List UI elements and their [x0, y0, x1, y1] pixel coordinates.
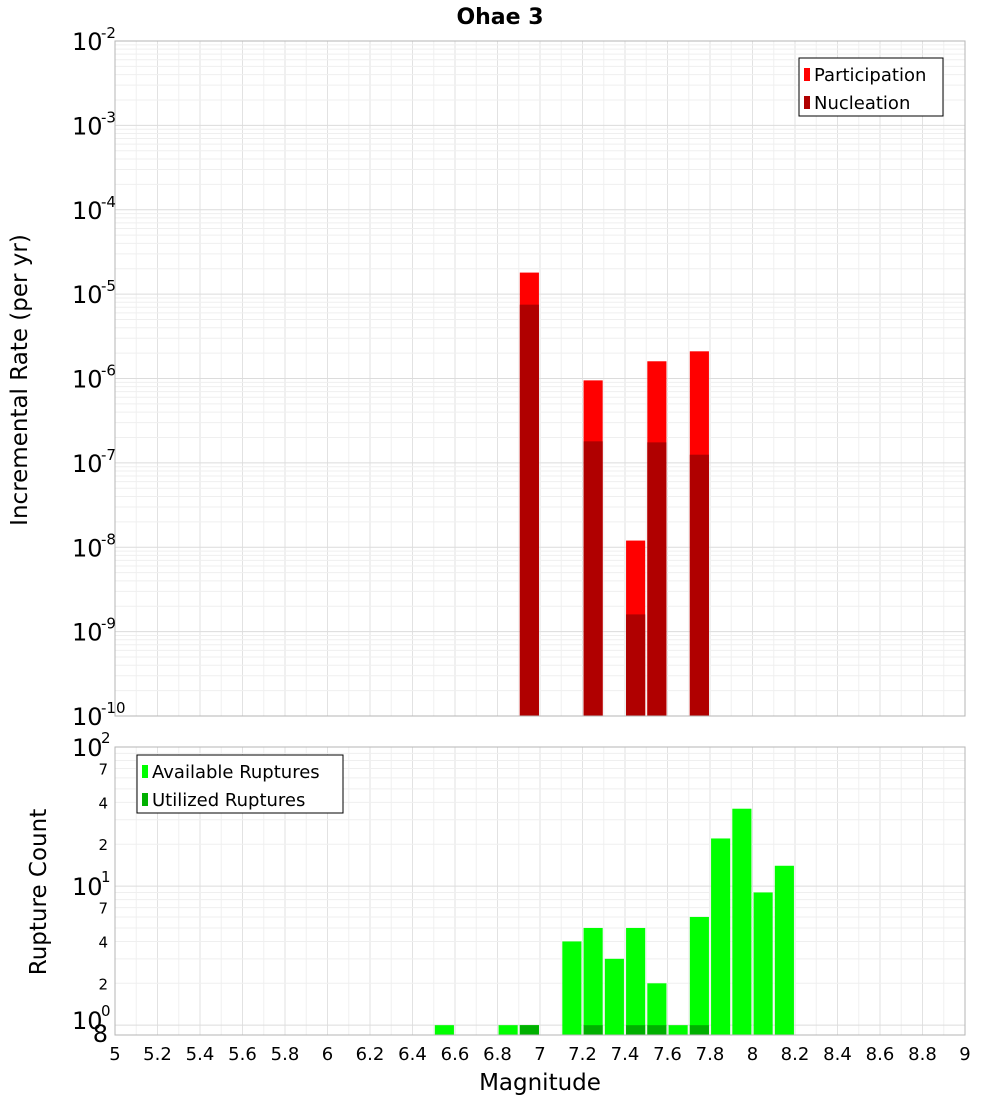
legend-bottom-swatch: [142, 765, 148, 778]
x-tick-label: 7.2: [568, 1044, 597, 1065]
legend-bottom: [136, 754, 344, 814]
y-tick-label: 10: [72, 703, 103, 731]
count-series-0-bar: [434, 1025, 454, 1035]
y-tick-label-exponent: -10: [101, 699, 126, 717]
legend-top-swatch: [804, 96, 810, 109]
y-tick-label: 10: [72, 873, 103, 901]
count-series-0-bar: [711, 838, 731, 1035]
x-tick-label: 8.2: [781, 1044, 810, 1065]
legend-bottom-entry: Available Ruptures: [152, 762, 320, 783]
count-series-0-bar: [604, 958, 624, 1035]
y-tick-label-exponent: 1: [101, 868, 111, 886]
x-tick-label: 8.6: [866, 1044, 895, 1065]
rate-series-1-bar: [519, 304, 539, 716]
x-tick-label: 8: [747, 1044, 758, 1065]
rate-series-1-bar: [689, 454, 709, 716]
count-series-1-bar: [647, 1025, 667, 1035]
y-tick-label: 10: [72, 450, 103, 478]
y-tick-minor-label: 4: [98, 794, 108, 812]
y-tick-minor-label: 2: [98, 975, 108, 993]
y-tick-label: 10: [72, 197, 103, 225]
y-axis-title-rate: Incremental Rate (per yr): [7, 234, 33, 526]
legend-bottom-swatch: [142, 793, 148, 806]
count-series-0-bar: [689, 916, 709, 1035]
x-tick-label: 6.8: [483, 1044, 512, 1065]
x-tick-label: 5.6: [228, 1044, 257, 1065]
y-tick-minor-label: 2: [98, 836, 108, 854]
count-series-0-bar: [562, 941, 582, 1035]
x-tick-label: 6.4: [398, 1044, 427, 1065]
x-tick-label: 8.4: [823, 1044, 852, 1065]
y-tick-minor-label: 7: [98, 900, 108, 918]
count-series-0-bar: [774, 865, 794, 1035]
y-tick-label-exponent: -5: [101, 277, 116, 295]
count-series-0-bar: [753, 892, 773, 1035]
y-tick-label: 10: [72, 734, 103, 762]
count-series-0-bar: [732, 808, 752, 1035]
y-tick-minor-label: 7: [98, 761, 108, 779]
y-tick-label-exponent: -7: [101, 446, 116, 464]
plot-area-bottom: [114, 746, 966, 1036]
count-series-0-bar: [647, 983, 667, 1035]
count-series-0-bar: [498, 1025, 518, 1035]
x-tick-label: 7.8: [696, 1044, 725, 1065]
x-tick-label: 5.2: [143, 1044, 172, 1065]
y-tick-label: 10: [72, 112, 103, 140]
rate-series-1-bar: [647, 442, 667, 716]
count-series-1-bar: [689, 1025, 709, 1035]
y-tick-minor-label: 8: [93, 1020, 108, 1048]
count-series-1-bar: [626, 1025, 646, 1035]
count-series-0-bar: [583, 927, 603, 1035]
x-tick-label: 7.6: [653, 1044, 682, 1065]
count-series-0-bar: [668, 1025, 688, 1035]
y-tick-label: 10: [72, 28, 103, 56]
y-tick-label-exponent: -8: [101, 530, 116, 548]
plot-area-top: [114, 40, 966, 717]
y-tick-minor-label: 4: [98, 933, 108, 951]
x-tick-label: 7.4: [611, 1044, 640, 1065]
y-tick-label: 10: [72, 366, 103, 394]
x-tick-label: 5: [109, 1044, 120, 1065]
y-tick-label-exponent: -6: [101, 362, 116, 380]
count-series-0-bar: [626, 927, 646, 1035]
y-tick-label-exponent: -3: [101, 108, 116, 126]
x-tick-label: 9: [959, 1044, 970, 1065]
y-tick-label-exponent: 2: [101, 729, 111, 747]
y-axis-title-count: Rupture Count: [26, 809, 52, 975]
x-tick-label: 8.8: [908, 1044, 937, 1065]
legend-top-entry: Participation: [814, 65, 926, 86]
legend-top: [798, 57, 944, 117]
x-tick-label: 6: [322, 1044, 333, 1065]
y-tick-label: 10: [72, 1007, 103, 1035]
x-tick-label: 7: [534, 1044, 545, 1065]
rate-series-1-bar: [626, 614, 646, 716]
count-series-1-bar: [519, 1025, 539, 1035]
y-tick-label-exponent: -2: [101, 24, 116, 42]
x-tick-label: 5.8: [271, 1044, 300, 1065]
y-tick-label-exponent: 0: [101, 1002, 111, 1020]
legend-top-swatch: [804, 68, 810, 81]
legend-bottom-entry: Utilized Ruptures: [152, 790, 305, 811]
x-axis-title: Magnitude: [479, 1070, 601, 1096]
legend-top-entry: Nucleation: [814, 93, 910, 114]
y-tick-label-exponent: -9: [101, 615, 116, 633]
y-tick-label: 10: [72, 534, 103, 562]
x-tick-label: 5.4: [186, 1044, 215, 1065]
x-tick-label: 6.6: [441, 1044, 470, 1065]
chart-title: Ohae 3: [456, 5, 543, 30]
count-series-1-bar: [583, 1025, 603, 1035]
y-tick-label-exponent: -4: [101, 193, 116, 211]
rate-series-1-bar: [583, 441, 603, 716]
y-tick-label: 10: [72, 619, 103, 647]
x-tick-label: 6.2: [356, 1044, 385, 1065]
y-tick-label: 10: [72, 281, 103, 309]
